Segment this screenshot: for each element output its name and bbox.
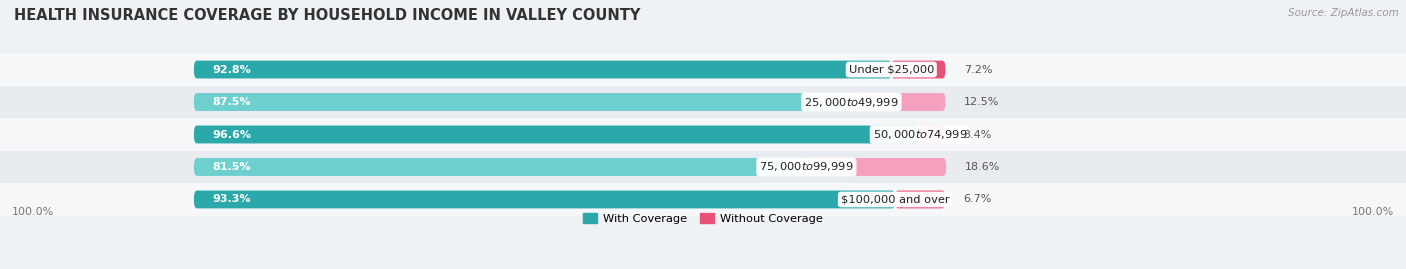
FancyBboxPatch shape bbox=[194, 93, 852, 111]
FancyBboxPatch shape bbox=[194, 190, 896, 208]
Text: HEALTH INSURANCE COVERAGE BY HOUSEHOLD INCOME IN VALLEY COUNTY: HEALTH INSURANCE COVERAGE BY HOUSEHOLD I… bbox=[14, 8, 641, 23]
Bar bbox=[0, 151, 1406, 183]
Text: 87.5%: 87.5% bbox=[212, 97, 250, 107]
Text: $25,000 to $49,999: $25,000 to $49,999 bbox=[804, 95, 898, 108]
Text: Source: ZipAtlas.com: Source: ZipAtlas.com bbox=[1288, 8, 1399, 18]
FancyBboxPatch shape bbox=[896, 190, 945, 208]
Bar bbox=[0, 53, 1406, 86]
Text: 6.7%: 6.7% bbox=[963, 194, 993, 204]
Text: 100.0%: 100.0% bbox=[13, 207, 55, 217]
Text: 7.2%: 7.2% bbox=[963, 65, 993, 75]
FancyBboxPatch shape bbox=[891, 61, 945, 79]
FancyBboxPatch shape bbox=[920, 126, 945, 143]
Bar bbox=[0, 183, 1406, 216]
Text: 18.6%: 18.6% bbox=[965, 162, 1000, 172]
FancyBboxPatch shape bbox=[194, 126, 920, 143]
FancyBboxPatch shape bbox=[194, 61, 891, 79]
Text: $50,000 to $74,999: $50,000 to $74,999 bbox=[873, 128, 967, 141]
Text: 92.8%: 92.8% bbox=[212, 65, 250, 75]
Bar bbox=[0, 118, 1406, 151]
Text: 81.5%: 81.5% bbox=[212, 162, 250, 172]
Text: $75,000 to $99,999: $75,000 to $99,999 bbox=[759, 161, 853, 174]
FancyBboxPatch shape bbox=[194, 158, 807, 176]
Text: 100.0%: 100.0% bbox=[1351, 207, 1393, 217]
Text: 93.3%: 93.3% bbox=[212, 194, 250, 204]
Text: 12.5%: 12.5% bbox=[963, 97, 1000, 107]
Text: $100,000 and over: $100,000 and over bbox=[841, 194, 949, 204]
Text: Under $25,000: Under $25,000 bbox=[849, 65, 934, 75]
Legend: With Coverage, Without Coverage: With Coverage, Without Coverage bbox=[579, 209, 827, 229]
FancyBboxPatch shape bbox=[852, 93, 945, 111]
Text: 96.6%: 96.6% bbox=[212, 129, 252, 140]
Text: 3.4%: 3.4% bbox=[963, 129, 993, 140]
Bar bbox=[0, 86, 1406, 118]
FancyBboxPatch shape bbox=[807, 158, 946, 176]
